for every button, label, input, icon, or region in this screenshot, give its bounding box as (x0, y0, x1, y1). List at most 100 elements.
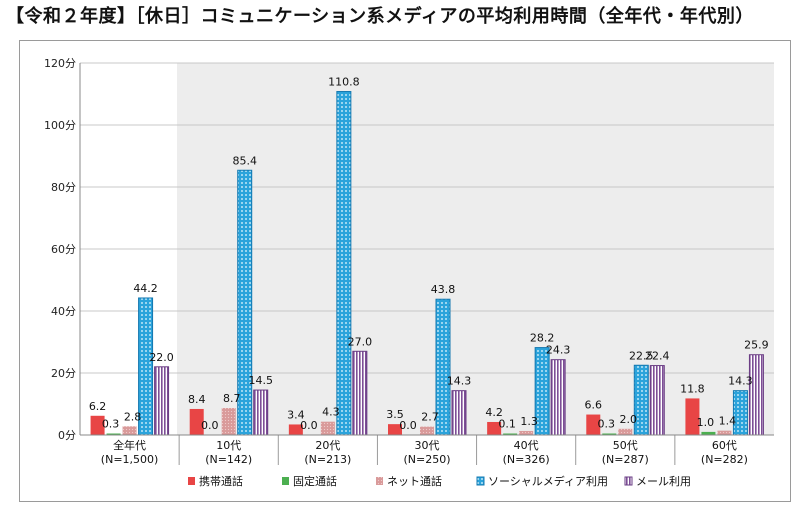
bar-chart: 0分 20分 40分 60分 80分 100分 120分 6.2 0.3 2.8 44.2 22.0… (44, 57, 774, 488)
bar (550, 359, 566, 436)
data-label: 6.6 (585, 399, 603, 412)
chart-title: 【令和２年度】［休日］コミュニケーション系メディアの平均利用時間（全年代・年代別… (6, 6, 754, 27)
data-label: 0.0 (201, 419, 219, 432)
legend: 携帯通話 固定通話 ネット通話 ソーシャルメディア利用 メール利用 (188, 474, 691, 488)
chart-frame: 0分 20分 40分 60分 80分 100分 120分 6.2 0.3 2.8 44.2 22.0… (19, 40, 791, 502)
legend-swatch (282, 477, 289, 485)
y-tick-label: 60分 (51, 243, 76, 256)
x-axis: 全年代(N=1,500) 10代(N=142) 20代(N=213) 30代(N=25… (80, 434, 774, 466)
bar (503, 433, 518, 435)
data-label: 6.2 (89, 400, 107, 413)
legend-swatch (188, 477, 195, 485)
category-label: 60代 (712, 439, 737, 452)
bar (388, 424, 402, 435)
data-label: 22.0 (149, 351, 174, 364)
bar (106, 433, 121, 435)
data-label: 14.5 (248, 374, 273, 387)
data-label: 24.3 (546, 344, 571, 357)
category-sublabel: (N=213) (304, 453, 351, 466)
category-sublabel: (N=282) (701, 453, 748, 466)
data-label: 1.4 (719, 415, 737, 428)
data-label: 14.3 (447, 375, 472, 388)
bar (451, 390, 467, 436)
bar (320, 421, 335, 435)
y-tick-label: 20分 (51, 367, 76, 380)
bar (154, 366, 170, 436)
data-label: 1.0 (697, 416, 715, 429)
data-labels: 6.20.32.844.222.08.40.08.785.414.53.40.0… (89, 76, 769, 432)
data-label: 43.8 (431, 283, 456, 296)
legend-label: ソーシャルメディア利用 (488, 474, 608, 488)
data-label: 2.8 (124, 410, 142, 423)
y-tick-label: 0分 (58, 429, 76, 442)
data-label: 4.3 (322, 406, 340, 419)
bar (586, 414, 601, 435)
data-label: 0.0 (399, 419, 417, 432)
data-label: 110.8 (328, 76, 360, 89)
y-axis: 0分 20分 40分 60分 80分 100分 120分 (44, 57, 81, 442)
data-label: 27.0 (348, 335, 373, 348)
bar (336, 91, 352, 436)
bar (602, 433, 617, 435)
bar (90, 415, 105, 435)
category-sublabel: (N=250) (403, 453, 450, 466)
data-label: 8.4 (188, 393, 206, 406)
data-label: 0.3 (598, 418, 616, 431)
bar (649, 365, 665, 436)
legend-swatch (624, 476, 633, 486)
data-label: 8.7 (223, 392, 241, 405)
data-label: 44.2 (133, 282, 158, 295)
data-label: 22.4 (645, 350, 670, 363)
data-label: 0.1 (498, 418, 515, 431)
category-label: 30代 (415, 439, 440, 452)
bar (618, 428, 633, 435)
data-label: 4.2 (485, 406, 503, 419)
bar (253, 389, 269, 436)
data-label: 85.4 (232, 154, 257, 167)
data-label: 28.2 (530, 332, 555, 345)
bar (717, 430, 732, 435)
data-label: 0.3 (102, 418, 120, 431)
data-label: 3.4 (287, 408, 305, 421)
bar (122, 426, 137, 435)
category-sublabel: (N=287) (602, 453, 649, 466)
category-label: 全年代 (113, 438, 146, 452)
bar (685, 398, 700, 435)
category-label: 10代 (216, 439, 241, 452)
data-label: 11.8 (680, 382, 705, 395)
category-label: 50代 (613, 439, 638, 452)
data-label: 0.0 (300, 419, 318, 432)
y-tick-label: 40分 (51, 305, 76, 318)
y-tick-label: 80分 (51, 181, 76, 194)
category-label: 20代 (315, 439, 340, 452)
legend-label: メール利用 (636, 475, 691, 488)
legend-swatch (476, 476, 485, 486)
y-tick-label: 100分 (44, 119, 76, 132)
bar (288, 424, 303, 435)
bars (90, 91, 764, 436)
category-sublabel: (N=142) (205, 453, 252, 466)
data-label: 2.0 (620, 413, 638, 426)
legend-label: 固定通話 (293, 474, 337, 488)
bar (189, 408, 204, 435)
bar (732, 390, 748, 436)
bar (352, 350, 368, 436)
data-label: 25.9 (744, 339, 769, 352)
category-label: 40代 (514, 439, 539, 452)
bar (487, 421, 502, 435)
legend-label: ネット通話 (387, 474, 442, 488)
category-sublabel: (N=326) (503, 453, 550, 466)
bar (748, 354, 764, 436)
y-tick-label: 120分 (44, 57, 76, 70)
bar (519, 430, 534, 435)
data-label: 22.5 (629, 349, 654, 362)
bar (221, 408, 236, 435)
data-label: 1.3 (520, 415, 538, 428)
bar (420, 426, 434, 435)
data-label: 2.7 (421, 411, 439, 424)
data-label: 14.3 (728, 375, 753, 388)
data-label: 3.5 (386, 408, 404, 421)
bar (701, 431, 716, 435)
legend-swatch (376, 477, 383, 485)
legend-label: 携帯通話 (199, 474, 243, 488)
